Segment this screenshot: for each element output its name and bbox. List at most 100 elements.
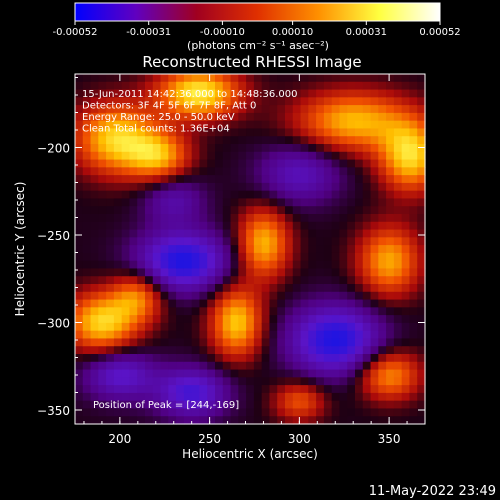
heatmap-cell — [90, 128, 99, 137]
heatmap-cell — [176, 276, 185, 285]
heatmap-cell — [207, 416, 216, 425]
heatmap-cell — [393, 167, 403, 176]
heatmap-cell — [75, 284, 84, 293]
heatmap-cell — [347, 214, 356, 223]
heatmap-cell — [75, 392, 84, 402]
heatmap-cell — [222, 144, 232, 153]
heatmap-cell — [137, 299, 146, 308]
heatmap-cell — [308, 206, 317, 215]
heatmap-cell — [168, 338, 177, 347]
heatmap-cell — [75, 229, 84, 238]
heatmap-cell — [261, 385, 271, 394]
heatmap-cell — [393, 229, 403, 238]
heatmap-cell — [347, 385, 356, 394]
heatmap-cell — [339, 385, 348, 394]
heatmap-cell — [199, 159, 208, 168]
heatmap-cell — [269, 167, 278, 176]
heatmap-cell — [222, 190, 232, 200]
heatmap-cell — [316, 408, 325, 417]
heatmap-cell — [362, 346, 372, 355]
heatmap-cell — [370, 190, 379, 200]
colorbar — [74, 2, 441, 22]
heatmap-cell — [269, 400, 278, 410]
heatmap-cell — [238, 151, 247, 161]
heatmap-cell — [152, 175, 162, 184]
heatmap-cell — [137, 268, 146, 277]
heatmap-cell — [145, 385, 154, 394]
heatmap-cell — [370, 151, 379, 161]
heatmap-cell — [191, 198, 201, 207]
heatmap-cell — [300, 112, 309, 122]
heatmap-cell — [339, 245, 348, 254]
chart-title: Reconstructed RHESSI Image — [142, 53, 361, 71]
heatmap-cell — [199, 151, 208, 161]
heatmap-cell — [90, 190, 99, 200]
heatmap-cell — [378, 354, 387, 363]
heatmap-cell — [113, 361, 123, 371]
heatmap-cell — [75, 354, 84, 363]
heatmap-cell — [417, 385, 426, 394]
heatmap-cell — [378, 338, 387, 347]
heatmap-cell — [176, 338, 185, 347]
heatmap-cell — [152, 159, 162, 168]
heatmap-cell — [106, 206, 115, 215]
heatmap-cell — [308, 237, 317, 246]
heatmap-cell — [106, 136, 115, 145]
heatmap-cell — [331, 315, 341, 324]
heatmap-cell — [215, 136, 224, 145]
heatmap-cell — [347, 136, 356, 145]
heatmap-cell — [292, 268, 302, 277]
heatmap-cell — [269, 128, 278, 137]
heatmap-cell — [339, 221, 348, 231]
heatmap-cell — [409, 400, 418, 410]
heatmap-cell — [246, 276, 255, 285]
heatmap-cell — [362, 74, 372, 83]
heatmap-cell — [316, 346, 325, 355]
heatmap-cell — [331, 206, 341, 215]
heatmap-cell — [106, 182, 115, 192]
heatmap-cell — [98, 252, 107, 262]
heatmap-cell — [316, 361, 325, 371]
heatmap-cell — [386, 330, 395, 340]
heatmap-cell — [75, 291, 84, 301]
heatmap-cell — [370, 268, 379, 277]
heatmap-cell — [168, 198, 177, 207]
heatmap-cell — [168, 416, 177, 425]
heatmap-cell — [386, 377, 395, 386]
heatmap-cell — [90, 252, 99, 262]
heatmap-cell — [246, 307, 255, 316]
heatmap-cell — [113, 392, 123, 402]
heatmap-cell — [183, 206, 193, 215]
heatmap-cell — [215, 400, 224, 410]
heatmap-cell — [183, 307, 193, 316]
heatmap-cell — [378, 385, 387, 394]
heatmap-cell — [386, 167, 395, 176]
heatmap-cell — [238, 128, 247, 137]
heatmap-cell — [199, 206, 208, 215]
heatmap-cell — [355, 408, 364, 417]
heatmap-cell — [238, 229, 247, 238]
heatmap-cell — [378, 416, 387, 425]
heatmap-cell — [417, 346, 426, 355]
heatmap-cell — [277, 97, 286, 106]
heatmap-cell — [207, 268, 216, 277]
heatmap-cell — [339, 361, 348, 371]
heatmap-cell — [98, 214, 107, 223]
heatmap-cell — [253, 291, 263, 301]
heatmap-cell — [145, 307, 154, 316]
heatmap-cell — [362, 284, 372, 293]
heatmap-cell — [113, 97, 123, 106]
heatmap-cell — [222, 151, 232, 161]
heatmap-cell — [183, 105, 193, 114]
heatmap-cell — [409, 89, 418, 98]
heatmap-cell — [207, 330, 216, 340]
heatmap-cell — [409, 229, 418, 238]
heatmap-cell — [277, 144, 286, 153]
heatmap-cell — [386, 252, 395, 262]
heatmap-cell — [152, 400, 162, 410]
heatmap-cell — [393, 159, 403, 168]
heatmap-cell — [323, 307, 333, 316]
heatmap-cell — [285, 221, 294, 231]
heatmap-cell — [215, 299, 224, 308]
heatmap-cell — [393, 182, 403, 192]
